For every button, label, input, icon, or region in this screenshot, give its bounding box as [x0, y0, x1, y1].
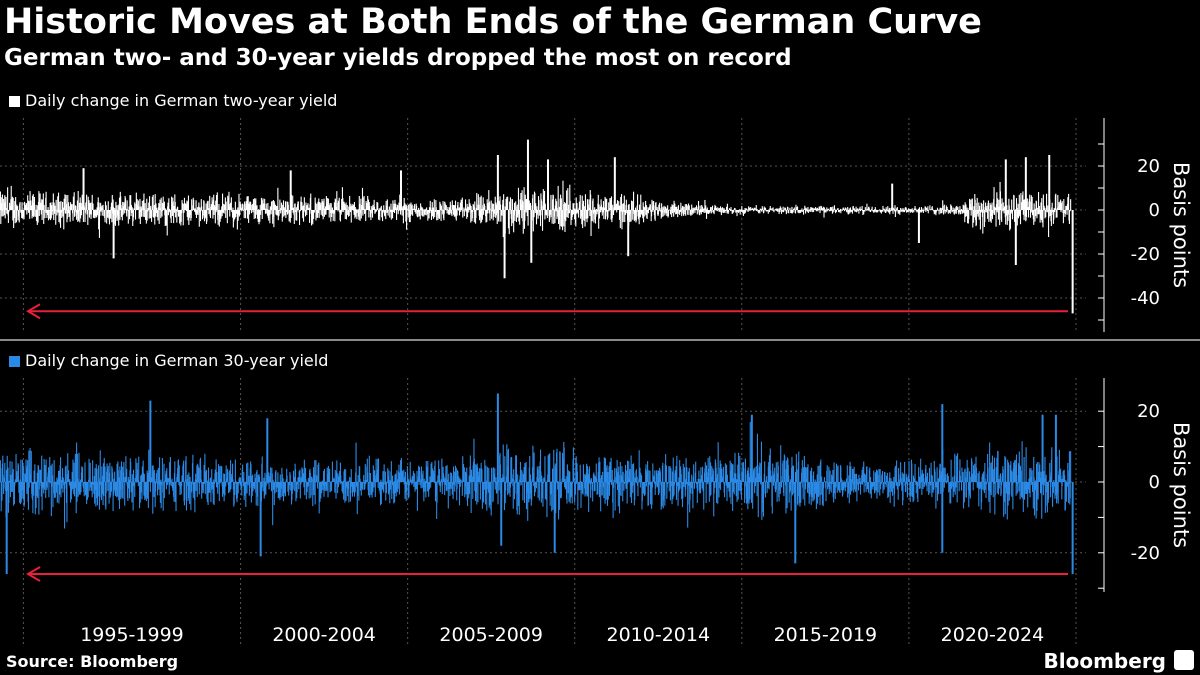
legend-label-two-year: Daily change in German two-year yield [25, 91, 338, 110]
legend-thirty-year: Daily change in German 30-year yield [9, 351, 328, 370]
legend-swatch-two-year [9, 96, 20, 107]
legend-swatch-thirty-year [9, 356, 20, 367]
legend-two-year: Daily change in German two-year yield [9, 91, 337, 110]
chart-title: Historic Moves at Both Ends of the Germa… [4, 2, 982, 42]
chart-subtitle: German two- and 30-year yields dropped t… [4, 45, 792, 71]
bars-layer [0, 139, 1074, 575]
legend-label-thirty-year: Daily change in German 30-year yield [25, 351, 329, 370]
